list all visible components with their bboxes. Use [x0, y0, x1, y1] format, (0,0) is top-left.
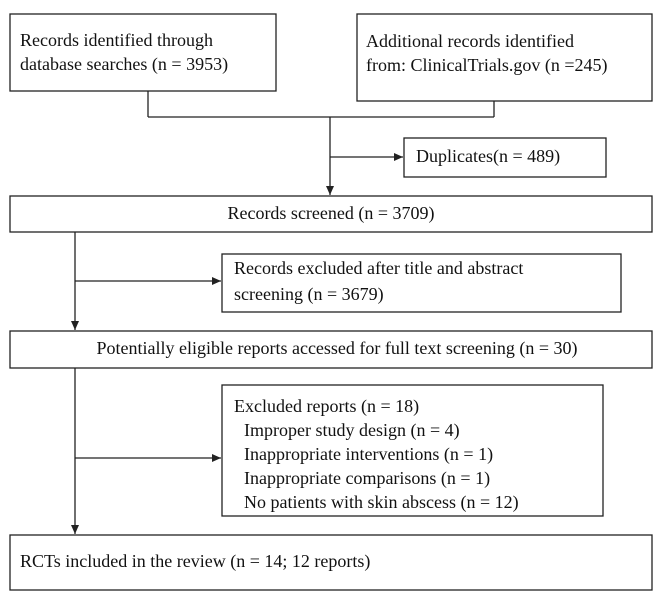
node-text: Additional records identified — [366, 31, 574, 51]
node-text: screening (n = 3679) — [234, 284, 384, 305]
box — [9, 534, 653, 591]
node-text: RCTs included in the review (n = 14; 12 … — [20, 551, 370, 572]
box — [9, 195, 653, 233]
node-text: Records identified through — [20, 30, 213, 50]
node-text: from: ClinicalTrials.gov (n =245) — [366, 55, 607, 76]
box — [9, 330, 653, 369]
node-text: No patients with skin abscess (n = 12) — [244, 492, 519, 513]
box — [356, 13, 653, 102]
box — [403, 137, 607, 178]
connectors — [71, 91, 495, 534]
box — [221, 384, 604, 517]
node-text: Improper study design (n = 4) — [244, 420, 460, 441]
node-text: Records screened (n = 3709) — [227, 203, 434, 224]
node-text: Inappropriate comparisons (n = 1) — [244, 468, 490, 489]
box — [9, 13, 277, 92]
node-text: Inappropriate interventions (n = 1) — [244, 444, 493, 465]
box — [221, 253, 622, 313]
node-text: Duplicates(n = 489) — [416, 146, 560, 167]
node-text: Records excluded after title and abstrac… — [234, 258, 523, 278]
node-text: Excluded reports (n = 18) — [234, 396, 419, 417]
node-text: Potentially eligible reports accessed fo… — [97, 338, 578, 359]
node-text: database searches (n = 3953) — [20, 54, 228, 75]
